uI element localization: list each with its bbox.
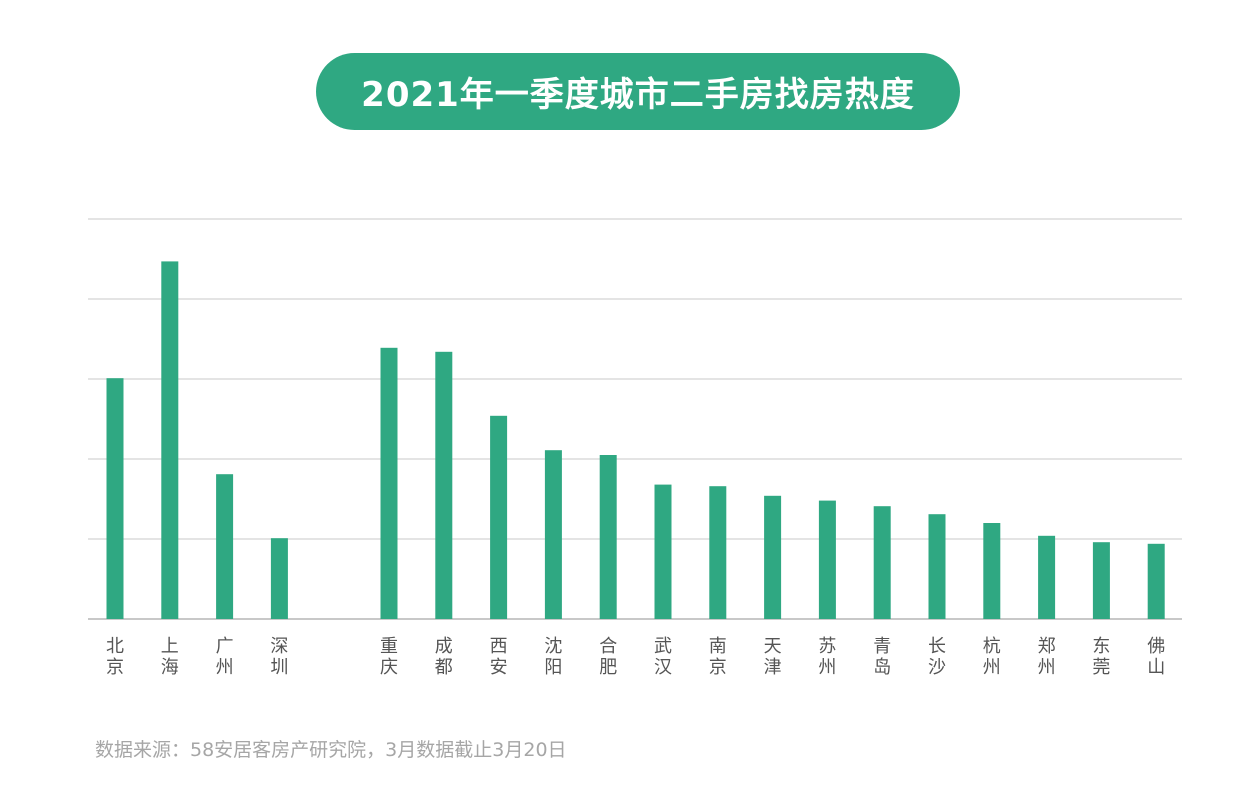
- bar: [818, 500, 836, 619]
- bar: [270, 538, 288, 619]
- bar: [380, 347, 398, 619]
- bar: [873, 506, 891, 619]
- x-tick-label: 安: [490, 657, 508, 678]
- x-tick-label: 杭: [983, 636, 1001, 657]
- x-tick-label: 成: [435, 636, 453, 657]
- bar: [1147, 543, 1165, 619]
- x-tick-label: 深: [270, 636, 288, 657]
- x-tick-label: 天: [764, 636, 782, 657]
- bar: [106, 378, 124, 619]
- bar: [1092, 542, 1110, 619]
- x-tick-label: 沙: [928, 657, 946, 678]
- bar: [709, 486, 727, 619]
- x-tick-label: 上: [161, 636, 179, 657]
- x-tick-label: 州: [983, 657, 1001, 678]
- x-tick-label: 汉: [654, 657, 672, 678]
- x-tick-label: 都: [435, 657, 453, 678]
- x-tick-label: 海: [161, 657, 179, 678]
- x-tick-label: 合: [599, 636, 617, 657]
- bar: [544, 450, 562, 619]
- x-tick-label: 州: [818, 657, 836, 678]
- bar: [216, 474, 234, 619]
- x-tick-label: 州: [1038, 657, 1056, 678]
- x-tick-label: 东: [1092, 636, 1110, 657]
- x-tick-label: 庆: [380, 657, 398, 678]
- x-tick-label: 北: [106, 636, 124, 657]
- x-tick-label: 武: [654, 636, 672, 657]
- x-tick-label: 莞: [1092, 657, 1110, 678]
- bar: [654, 484, 672, 619]
- x-tick-label: 山: [1147, 657, 1165, 678]
- x-tick-label: 州: [216, 657, 234, 678]
- x-tick-label: 苏: [818, 636, 836, 657]
- x-tick-label: 南: [709, 636, 727, 657]
- x-tick-label: 阳: [544, 657, 562, 678]
- x-tick-label: 京: [106, 657, 124, 678]
- source-note: 数据来源：58安居客房产研究院，3月数据截止3月20日: [95, 739, 567, 761]
- x-tick-label: 长: [928, 636, 946, 657]
- bar: [983, 523, 1001, 619]
- x-tick-label: 西: [490, 636, 508, 657]
- x-tick-label: 青: [873, 636, 891, 657]
- x-tick-label: 重: [380, 636, 398, 657]
- x-tick-label: 郑: [1038, 636, 1056, 657]
- bar: [490, 415, 508, 619]
- bar: [161, 261, 179, 619]
- x-tick-label: 津: [764, 657, 782, 678]
- bar: [599, 455, 617, 619]
- x-tick-label: 肥: [599, 657, 617, 678]
- bar: [1038, 535, 1056, 619]
- x-tick-label: 圳: [270, 657, 288, 678]
- x-tick-label: 佛: [1147, 636, 1165, 657]
- x-tick-label: 岛: [873, 657, 891, 678]
- x-tick-label: 京: [709, 657, 727, 678]
- bar: [435, 351, 453, 619]
- chart-title: 2021年一季度城市二手房找房热度: [316, 53, 960, 130]
- bar: [764, 495, 782, 619]
- x-tick-label: 广: [216, 636, 234, 657]
- x-tick-label: 沈: [544, 636, 562, 657]
- bar: [928, 514, 946, 619]
